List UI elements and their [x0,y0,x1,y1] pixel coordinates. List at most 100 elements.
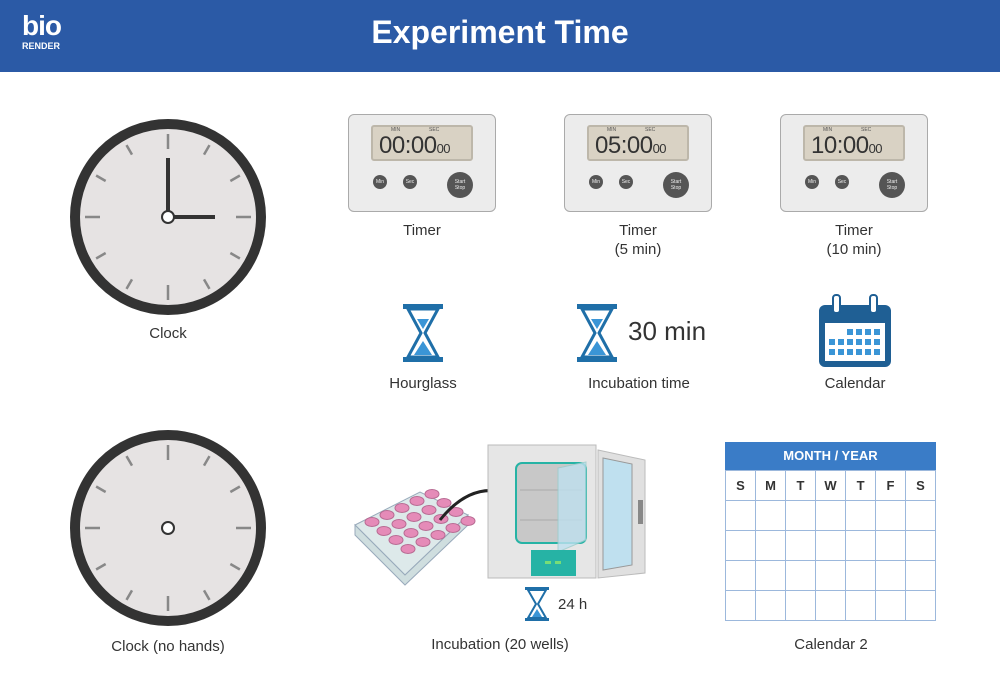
timer-value: 10:0000 [811,132,883,159]
calendar-cell[interactable] [754,530,787,561]
page-title: Experiment Time [371,14,629,50]
day-header: S [905,470,936,501]
calendar-cell[interactable] [725,530,756,561]
timer-0: MIN SEC 00:0000 Min Sec Start Stop [348,114,496,212]
calendar-cell[interactable] [785,590,816,621]
calendar-day-dot [874,339,880,345]
calendar-day-dot [856,339,862,345]
calendar-cell[interactable] [845,590,877,621]
calendar-cell[interactable] [845,560,877,591]
well [364,517,380,527]
calendar-cell[interactable] [875,530,906,561]
timer-display: MIN SEC 00:0000 [371,125,473,161]
clock-tick [202,589,211,601]
calendar-cell[interactable] [845,530,877,561]
calendar-day-dot [838,339,844,345]
start-stop-button[interactable]: Start Stop [447,172,473,198]
sec-button[interactable]: Sec [619,175,633,189]
well [400,544,416,554]
calendar-cell[interactable] [905,530,936,561]
calendar-day-dot [856,329,862,335]
calendar-cell[interactable] [725,500,756,531]
calendar-cell[interactable] [875,560,906,591]
day-header: W [814,470,847,501]
hourglass-icon [403,304,443,362]
well [460,516,476,526]
calendar-cell[interactable] [814,590,847,621]
calendar-week-row [725,500,936,531]
calendar-day-dot [847,339,853,345]
incubator-icon [487,444,646,579]
well [436,498,452,508]
calendar-cell[interactable] [754,560,787,591]
calendar-icon [819,294,891,367]
clock-tick [95,174,107,183]
calendar-cell[interactable] [875,590,906,621]
calendar-cell[interactable] [814,500,847,531]
clock-tick [229,562,241,571]
timer-min-label: MIN [823,127,833,133]
timer-display: MIN SEC 10:0000 [803,125,905,161]
clock-label: Clock [149,325,187,342]
calendar-cell[interactable] [725,560,756,591]
calendar-cell[interactable] [845,500,877,531]
well [424,489,440,499]
well [415,537,431,547]
well [421,505,437,515]
calendar-cell[interactable] [785,530,816,561]
calendar-cell[interactable] [725,590,756,621]
calendar-day-dot [874,329,880,335]
calendar-cell[interactable] [754,590,787,621]
well [388,535,404,545]
day-header: F [875,470,906,501]
calendar-cell[interactable] [875,500,906,531]
well [379,510,395,520]
clock-tick [125,278,134,290]
calendar-cell[interactable] [814,530,847,561]
hourglass-label: Hourglass [389,375,457,392]
calendar-cell[interactable] [905,590,936,621]
sec-button[interactable]: Sec [835,175,849,189]
clock-tick [229,251,241,260]
calendar-header: MONTH / YEAR [725,442,936,470]
calendar-cell[interactable] [905,560,936,591]
incubation-hourglass-icon [577,304,617,362]
calendar-week-row [725,530,936,561]
calendar-day-dot [874,349,880,355]
timer-sec-label: SEC [645,127,656,133]
calendar-cell[interactable] [814,560,847,591]
calendar-cell[interactable] [754,500,787,531]
calendar-label: Calendar [824,375,886,392]
calendar-cell[interactable] [785,560,816,591]
sec-button[interactable]: Sec [403,175,417,189]
clock-tick [229,485,241,494]
timer-2: MIN SEC 10:0000 Min Sec Start Stop [780,114,928,212]
start-stop-button[interactable]: Start Stop [663,172,689,198]
day-header: M [754,470,787,501]
min-button[interactable]: Min [805,175,819,189]
calendar-day-dot [865,329,871,335]
calendar-week-row [725,560,936,591]
calendar-day-dot [865,349,871,355]
calendar-day-dot [847,349,853,355]
timer-min-label: MIN [607,127,617,133]
clock-no-hands-label: Clock (no hands) [111,638,225,655]
calendar-cell[interactable] [905,500,936,531]
incubation-time-value: 30 min [628,316,707,346]
timer-display: MIN SEC 05:0000 [587,125,689,161]
calendar-week-row [725,590,936,621]
start-stop-button[interactable]: Start Stop [879,172,905,198]
incubation-time-label: Incubation time [588,375,690,392]
clock-no-hands-icon [70,430,266,626]
min-button[interactable]: Min [373,175,387,189]
min-button[interactable]: Min [589,175,603,189]
calendar-day-dot [847,329,853,335]
well [418,521,434,531]
clock-tick [95,251,107,260]
calendar-cell[interactable] [785,500,816,531]
timer-sec-label: SEC [429,127,440,133]
incubation-wells-label: Incubation (20 wells) [431,636,569,653]
well-plate-icon [354,489,476,586]
